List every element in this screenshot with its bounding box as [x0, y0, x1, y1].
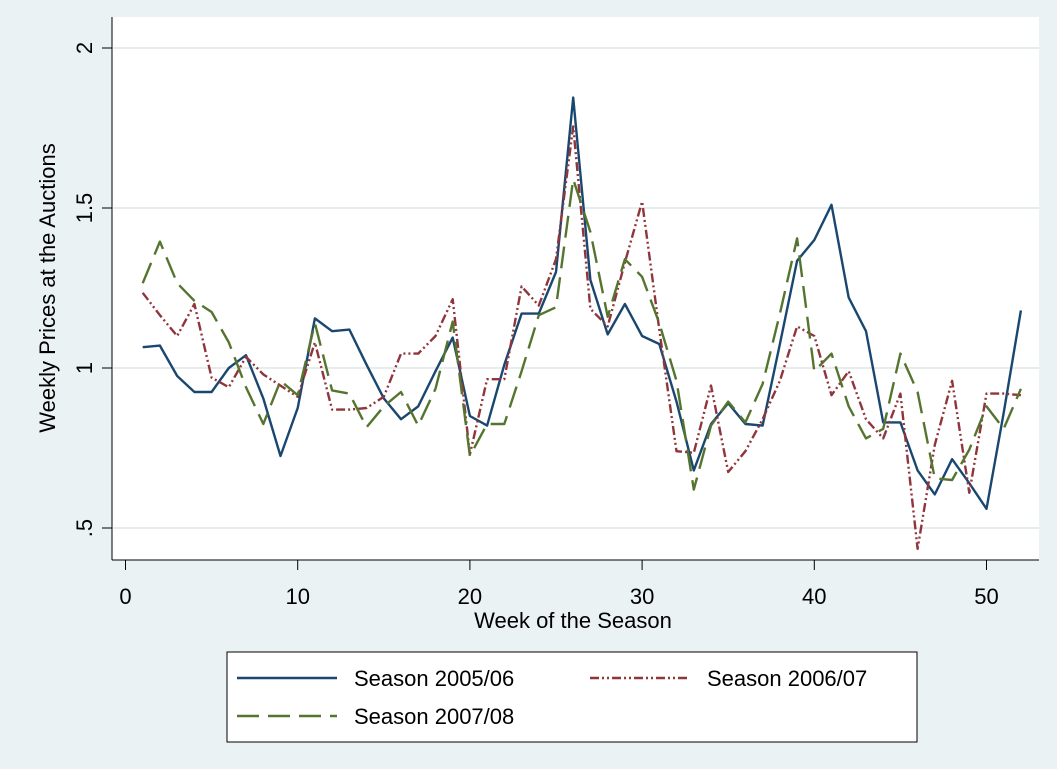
- x-tick-label: 50: [974, 584, 998, 609]
- plot-area: [112, 17, 1039, 560]
- x-tick-label: 10: [285, 584, 309, 609]
- x-tick-label: 40: [802, 584, 826, 609]
- legend: Season 2005/06 Season 2006/07 Season 2007/…: [227, 652, 917, 742]
- x-axis-title: Week of the Season: [474, 608, 672, 633]
- x-tick-label: 30: [630, 584, 654, 609]
- y-tick-label: .5: [72, 519, 97, 537]
- y-tick-label: 1.5: [72, 193, 97, 224]
- legend-label-3: Season 2007/08: [354, 704, 514, 729]
- legend-label-2: Season 2006/07: [707, 666, 867, 691]
- legend-label-1: Season 2005/06: [354, 666, 514, 691]
- y-tick-label: 2: [72, 42, 97, 54]
- x-tick-label: 20: [458, 584, 482, 609]
- x-tick-label: 0: [119, 584, 131, 609]
- y-tick-label: 1: [72, 362, 97, 374]
- y-axis-title: Weekly Prices at the Auctions: [35, 143, 60, 432]
